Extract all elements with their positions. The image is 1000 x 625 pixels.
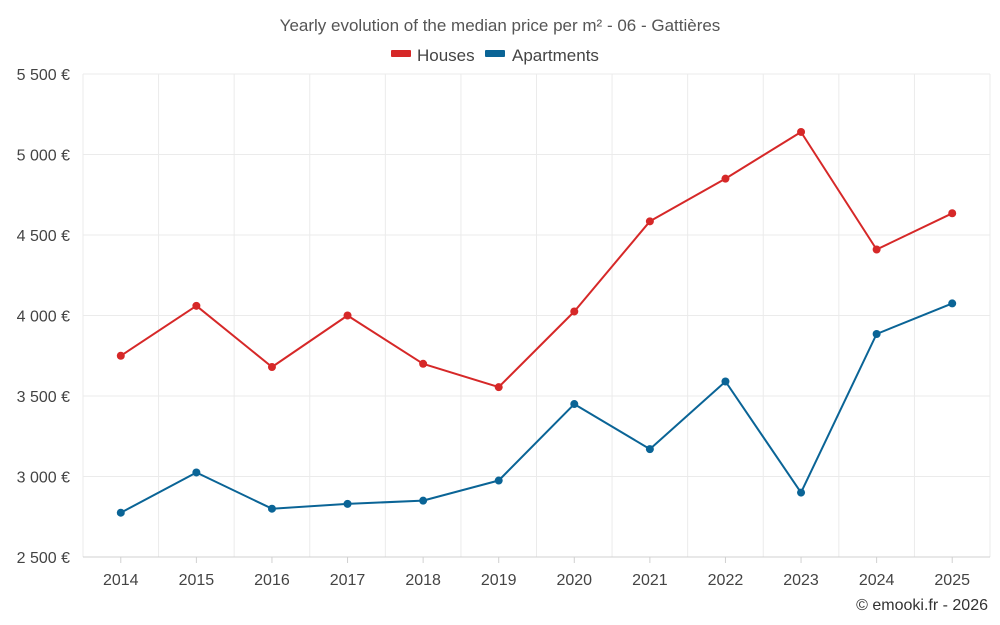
data-point-houses[interactable]	[116, 351, 125, 360]
legend-swatch-houses	[391, 50, 411, 57]
x-tick-label: 2018	[405, 572, 441, 589]
data-point-houses[interactable]	[419, 359, 428, 368]
data-point-houses[interactable]	[267, 363, 276, 372]
data-point-apartments[interactable]	[494, 476, 503, 485]
y-tick-label: 5 000 €	[17, 148, 70, 165]
x-tick-label: 2024	[859, 572, 895, 589]
data-point-apartments[interactable]	[797, 488, 806, 497]
legend-label-houses: Houses	[417, 46, 475, 65]
data-point-houses[interactable]	[192, 301, 201, 310]
x-tick-label: 2015	[179, 572, 215, 589]
data-point-houses[interactable]	[948, 209, 957, 218]
data-point-houses[interactable]	[721, 174, 730, 183]
y-tick-label: 4 000 €	[17, 309, 70, 326]
x-tick-label: 2025	[934, 572, 970, 589]
data-point-apartments[interactable]	[872, 330, 881, 339]
y-tick-label: 3 500 €	[17, 389, 70, 406]
data-point-apartments[interactable]	[645, 445, 654, 454]
series-line-houses	[120, 131, 953, 389]
x-axis: 2014 2015 2016 2017 2018 2019 2020 2021 2022 2023…	[83, 556, 990, 589]
series-apartments	[116, 299, 957, 517]
chart-title: Yearly evolution of the median price per…	[280, 16, 721, 35]
x-tick-label: 2017	[330, 572, 366, 589]
legend-item-houses[interactable]: Houses	[391, 46, 475, 65]
chart-credit: © emooki.fr - 2026	[856, 597, 988, 614]
x-tick-label: 2023	[783, 572, 819, 589]
x-tick-label: 2016	[254, 572, 290, 589]
x-tick-label: 2022	[708, 572, 744, 589]
data-point-houses[interactable]	[570, 307, 579, 316]
x-tick-label: 2014	[103, 572, 139, 589]
data-point-houses[interactable]	[645, 217, 654, 226]
legend: Houses Apartments	[391, 46, 599, 65]
data-point-houses[interactable]	[494, 383, 503, 392]
data-point-apartments[interactable]	[419, 496, 428, 505]
data-point-houses[interactable]	[797, 127, 806, 136]
data-point-apartments[interactable]	[721, 377, 730, 386]
x-tick-label: 2021	[632, 572, 668, 589]
y-tick-label: 3 000 €	[17, 470, 70, 487]
data-point-apartments[interactable]	[116, 508, 125, 517]
data-point-apartments[interactable]	[570, 400, 579, 409]
y-tick-label: 5 500 €	[17, 67, 70, 84]
y-axis: 2 500 € 3 000 € 3 500 € 4 000 € 4 500 € 5 000…	[17, 67, 70, 567]
grid	[82, 73, 991, 558]
series-houses	[116, 127, 957, 392]
legend-swatch-apartments	[485, 50, 505, 57]
legend-label-apartments: Apartments	[512, 46, 599, 65]
data-point-apartments[interactable]	[343, 499, 352, 508]
x-tick-label: 2020	[556, 572, 592, 589]
data-point-houses[interactable]	[343, 311, 352, 320]
data-point-houses[interactable]	[872, 245, 881, 254]
data-point-apartments[interactable]	[267, 504, 276, 513]
series-group	[116, 127, 957, 517]
data-point-apartments[interactable]	[948, 299, 957, 308]
x-tick-label: 2019	[481, 572, 517, 589]
series-line-apartments	[120, 302, 953, 514]
data-point-apartments[interactable]	[192, 468, 201, 477]
legend-item-apartments[interactable]: Apartments	[485, 46, 599, 65]
y-tick-label: 4 500 €	[17, 228, 70, 245]
y-tick-label: 2 500 €	[17, 550, 70, 567]
